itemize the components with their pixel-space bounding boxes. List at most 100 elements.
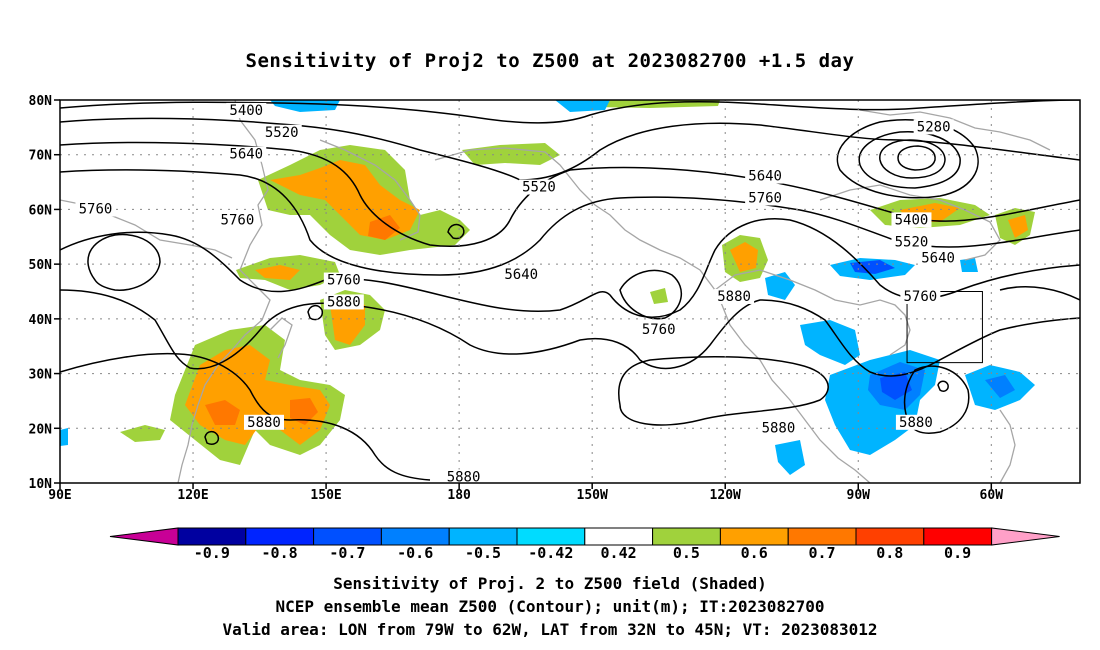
colorbar-label: 0.8 (876, 544, 903, 562)
contour-label: 5880 (447, 470, 481, 486)
z500-contours (60, 100, 1080, 481)
lat-tick-label: 70N (29, 149, 53, 164)
positive-patch (1008, 215, 1028, 238)
contour-label-bg (758, 420, 799, 436)
map-title: Sensitivity of Proj2 to Z500 at 20230827… (245, 50, 855, 72)
negative-patch (775, 440, 805, 475)
negative-patch (555, 100, 610, 112)
contour-label: 5760 (642, 322, 676, 338)
lat-tick-label: 40N (29, 313, 53, 328)
colorbar: -0.9 -0.8 -0.7 -0.6 -0.5 -0.42 0.42 0.5 0.6 0.7 0.… (109, 527, 1060, 562)
colorbar-swatch (177, 527, 247, 546)
contour-label-bg (714, 288, 755, 304)
contour-label: 5640 (921, 251, 955, 267)
negative-patch (850, 260, 895, 274)
contour-label: 5520 (265, 125, 299, 141)
contour-label-bg (501, 267, 542, 283)
colorbar-label: -0.6 (397, 544, 433, 562)
contour-label: 5400 (229, 103, 263, 119)
colorbar-swatch (380, 527, 450, 546)
positive-patch (255, 265, 300, 280)
lon-tick-label: 180 (447, 488, 471, 503)
contour-label: 5760 (79, 201, 113, 217)
contour-label-bg (226, 102, 267, 118)
contour-label-bg (638, 321, 679, 337)
contour-label: 5880 (247, 415, 281, 431)
contour-label: 5880 (899, 415, 933, 431)
colorbar-label: 0.42 (601, 544, 637, 562)
colorbar-label: -0.7 (329, 544, 365, 562)
positive-patch (290, 398, 318, 425)
positive-patch (462, 143, 560, 165)
colorbar-label: 0.6 (741, 544, 768, 562)
contour-label-bg (745, 168, 786, 184)
caption-line-1: Sensitivity of Proj. 2 to Z500 field (Sh… (333, 574, 767, 593)
negative-patch (270, 100, 340, 112)
contour-label-bg (75, 201, 116, 217)
contour-label: 5880 (762, 420, 796, 436)
colorbar-label: 0.9 (944, 544, 971, 562)
colorbar-label: -0.42 (528, 544, 573, 562)
contour-label-bg (261, 124, 302, 140)
lon-tick-label: 150E (310, 488, 341, 503)
contour-label-bg (244, 414, 284, 430)
sensitivity-map: 5400552056405760576055205640576058805880… (29, 94, 1081, 503)
lat-tick-label: 30N (29, 368, 53, 383)
colorbar-label: 0.7 (808, 544, 835, 562)
colorbar-high-end (991, 527, 1060, 546)
contour-label-bg (745, 190, 786, 206)
contour-label-bg (895, 414, 936, 430)
negative-patch (60, 428, 68, 446)
contour-label-bg (918, 250, 959, 266)
negative-patch (985, 375, 1015, 398)
colorbar-swatch (855, 527, 925, 546)
contour-label: 5520 (522, 180, 556, 196)
colorbar-swatch (313, 527, 382, 546)
contour-label-bg (217, 212, 258, 228)
contour-label: 5760 (903, 289, 937, 305)
colorbar-label: -0.5 (465, 544, 501, 562)
contour-label: 5640 (748, 169, 782, 185)
colorbar-swatch (584, 527, 654, 546)
map-frame (59, 99, 1081, 484)
contour-label-bg (891, 212, 932, 228)
contour-label: 5640 (229, 147, 263, 163)
lat-tick-label: 60N (29, 203, 53, 218)
colorbar-swatch (719, 527, 789, 546)
lon-tick-label: 90E (48, 488, 71, 503)
colorbar-swatch (245, 527, 315, 546)
colorbar-swatch (923, 527, 993, 546)
lon-tick-label: 120W (710, 488, 741, 503)
lon-tick-label: 150W (577, 488, 608, 503)
lon-tick-label: 90W (847, 488, 871, 503)
lat-tick-label: 10N (29, 477, 53, 492)
colorbar-swatch (787, 527, 857, 546)
lat-tick-label: 50N (29, 258, 53, 273)
colorbar-label: -0.9 (194, 544, 230, 562)
contour-label: 5280 (917, 119, 951, 135)
contour-label: 5760 (748, 190, 782, 206)
colorbar-label: 0.5 (673, 544, 700, 562)
contour-label: 5760 (327, 273, 361, 289)
contour-label: 5520 (895, 234, 929, 250)
contour-labels: 5400552056405760576055205640576058805880… (75, 102, 959, 486)
lat-tick-label: 20N (29, 422, 53, 437)
contour-label: 5880 (327, 294, 361, 310)
contour-label: 5760 (221, 212, 255, 228)
contour-label-bg (891, 234, 932, 250)
positive-patch (368, 215, 400, 240)
contour-label-bg (323, 294, 364, 310)
positive-patch (205, 400, 240, 425)
colorbar-swatch (516, 527, 586, 546)
contour-label: 5640 (504, 267, 538, 283)
negative-patch (800, 320, 860, 365)
colorbar-swatch (652, 527, 721, 546)
contour-label: 5880 (717, 289, 751, 305)
caption-line-3: Valid area: LON from 79W to 62W, LAT fro… (222, 620, 878, 639)
contour-label-bg (443, 469, 484, 485)
sensitivity-shading (60, 100, 1035, 475)
positive-patch (120, 425, 165, 442)
lon-tick-label: 60W (980, 488, 1004, 503)
lon-tick-label: 120E (177, 488, 208, 503)
